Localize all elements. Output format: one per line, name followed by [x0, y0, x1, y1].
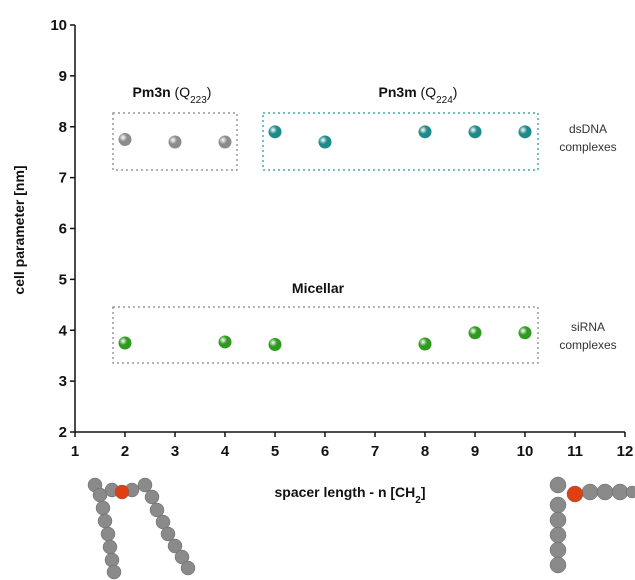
x-tick-label: 12 [617, 443, 634, 460]
molecule-right [550, 477, 635, 573]
y-tick-label: 8 [59, 119, 67, 136]
complex-label: complexes [559, 140, 616, 154]
x-label-tail: ] [421, 484, 426, 500]
phase-name: Pn3m [379, 84, 417, 100]
x-tick-label: 6 [321, 443, 329, 460]
x-tick-label: 10 [517, 443, 534, 460]
phase-sub: 224 [436, 95, 453, 106]
x-tick-label: 5 [271, 443, 279, 460]
y-tick-label: 4 [59, 322, 68, 339]
y-tick-label: 6 [59, 221, 67, 238]
y-tick-label: 3 [59, 373, 67, 390]
phase-mid: (Q [171, 84, 191, 100]
phase-sub: 223 [190, 95, 207, 106]
phase-name: Pm3n [133, 84, 171, 100]
x-tick-label: 9 [471, 443, 479, 460]
y-axis-label: cell parameter [nm] [11, 165, 27, 294]
y-tick-label: 10 [50, 17, 67, 34]
phase-label: Pn3m (Q224) [379, 84, 458, 106]
x-tick-label: 1 [71, 443, 79, 460]
molecule-left [88, 478, 195, 579]
y-tick-label: 9 [59, 68, 67, 85]
point [419, 125, 432, 138]
point [219, 335, 232, 348]
point [469, 125, 482, 138]
point [119, 133, 132, 146]
point [169, 136, 182, 149]
x-label-main: spacer length - n [CH [274, 484, 415, 500]
x-tick-label: 2 [121, 443, 129, 460]
y-tick-label: 2 [59, 424, 67, 441]
point [519, 125, 532, 138]
complex-label: dsDNA [569, 122, 607, 136]
complex-label: complexes [559, 338, 616, 352]
phase-tail: ) [207, 84, 212, 100]
point [219, 136, 232, 149]
y-tick-label: 5 [59, 271, 67, 288]
x-tick-label: 4 [221, 443, 230, 460]
x-axis-label: spacer length - n [CH2] [274, 484, 425, 506]
chart: cell parameter [nm] 23456789101234567891… [0, 0, 635, 580]
x-tick-label: 3 [171, 443, 179, 460]
point [269, 338, 282, 351]
x-tick-label: 7 [371, 443, 379, 460]
x-tick-label: 11 [567, 443, 583, 460]
phase-tail: ) [453, 84, 458, 100]
phase-label: Pm3n (Q223) [133, 84, 212, 106]
point [419, 337, 432, 350]
y-tick-label: 7 [59, 170, 67, 187]
point [269, 125, 282, 138]
point [519, 326, 532, 339]
phase-mid: (Q [417, 84, 437, 100]
complex-label: siRNA [571, 320, 605, 334]
point [119, 336, 132, 349]
group-box [263, 113, 538, 170]
x-tick-label: 8 [421, 443, 429, 460]
point [469, 326, 482, 339]
point [319, 136, 332, 149]
phase-label: Micellar [292, 280, 345, 296]
